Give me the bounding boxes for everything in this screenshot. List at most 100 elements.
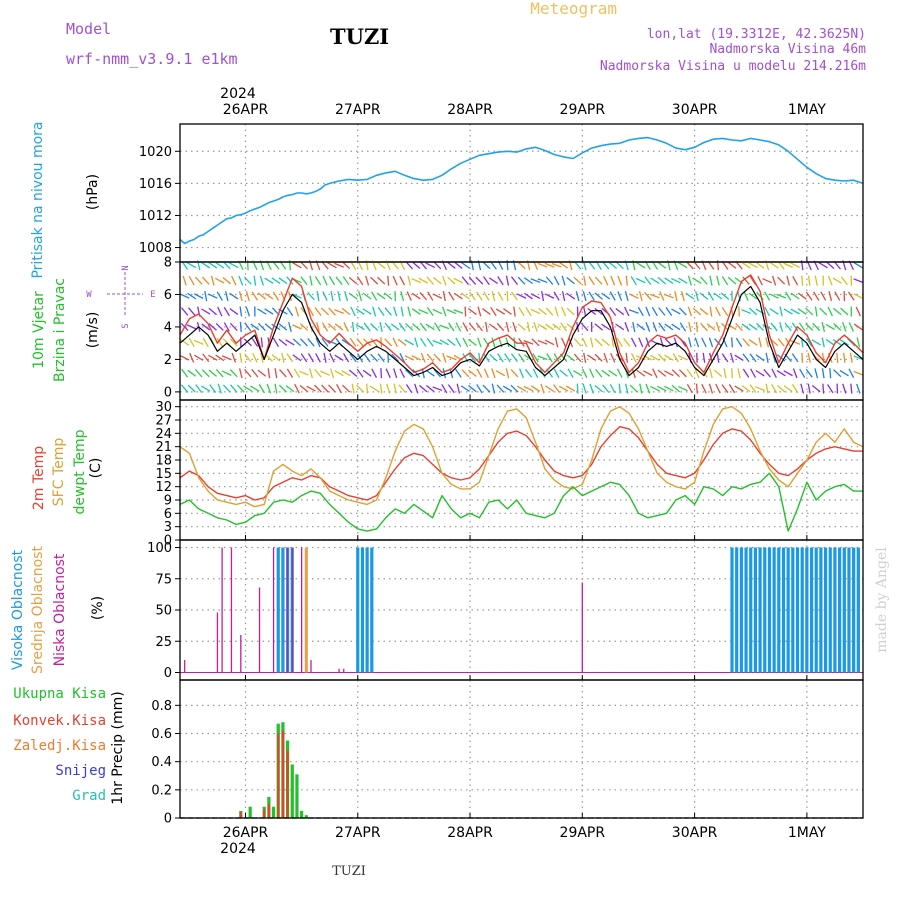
wind-arrow	[821, 337, 825, 348]
wind-arrow	[609, 307, 617, 316]
wind-arrow	[827, 306, 833, 317]
temp-sfc-line	[179, 406, 864, 508]
wind-arrow	[572, 370, 583, 377]
wind-arrow	[328, 384, 336, 393]
cloud-low-bar	[184, 660, 186, 673]
wind-arrow	[314, 307, 322, 316]
wind-panel: 0 2 4 6 8	[164, 256, 864, 401]
wind-arrow	[544, 339, 555, 346]
wind-arrow	[460, 261, 470, 269]
wind-speed-line	[179, 285, 864, 377]
cloud-high-bar	[365, 547, 369, 673]
wind-arrow	[687, 275, 692, 286]
cloud-low-bar	[216, 612, 219, 673]
wind-arrow	[786, 275, 790, 286]
wind-arrow	[187, 369, 197, 377]
wind-arrow	[314, 276, 322, 286]
wind-arrow	[594, 292, 603, 300]
wind-arrow	[418, 277, 428, 284]
wind-arrow	[285, 385, 295, 393]
bottom-date-label: 29APR	[560, 825, 606, 841]
wind-arrow	[582, 291, 587, 302]
wind-arrow	[260, 337, 264, 348]
wind-arrow	[307, 338, 315, 347]
wind-arrow	[617, 275, 623, 286]
wind-arrow	[468, 276, 477, 285]
wind-arrow	[750, 368, 757, 378]
wind-arrow	[286, 368, 294, 378]
wind-arrow	[344, 291, 349, 302]
footer-station: TUZI	[332, 864, 366, 879]
wind-arrow	[583, 306, 587, 317]
wind-arrow	[713, 292, 723, 300]
wind-arrow	[335, 276, 343, 285]
wind-arrow	[287, 291, 292, 302]
wind-arrow	[821, 321, 826, 332]
wind-arrow	[351, 383, 355, 394]
wind-arrow	[812, 322, 821, 331]
wind-arrow	[349, 353, 357, 363]
wind-arrow	[390, 323, 400, 331]
wind-arrow	[399, 275, 406, 286]
wind-arrow	[609, 291, 616, 301]
wind-arrow	[186, 324, 197, 330]
wind-arrow	[231, 352, 237, 363]
wind-arrow	[300, 276, 308, 285]
pressure-ylabel: Pritisak na nivou mora	[30, 121, 46, 278]
cloud-high-bar	[767, 547, 772, 673]
wind-arrow	[589, 368, 595, 379]
wind-arrow	[625, 383, 629, 394]
wind-arrow	[274, 383, 278, 394]
wind-arrow	[735, 322, 743, 332]
wind-arrow	[404, 339, 414, 346]
wind-arrow	[453, 292, 463, 300]
wind-arrow	[589, 383, 594, 394]
wind-arrow	[805, 307, 814, 316]
wind-arrow	[259, 275, 264, 286]
wind-arrow	[490, 306, 497, 317]
wind-arrow	[442, 291, 446, 302]
wind-arrow	[210, 275, 215, 286]
wind-arrow	[685, 261, 694, 270]
wind-arrow	[370, 353, 379, 362]
wind-arrow	[322, 291, 328, 301]
wind-arrow	[685, 292, 695, 300]
wind-arrow	[594, 338, 603, 347]
wind-arrow	[630, 337, 637, 348]
cloud-low-bar	[240, 635, 242, 673]
cloud-high-bar	[809, 547, 814, 673]
wind-arrow	[278, 384, 287, 393]
wind-arrow	[491, 337, 496, 348]
top-date-labels: 26APR 27APR 28APR 29APR 30APR 1MAY	[223, 102, 827, 118]
wind-arrow	[692, 277, 702, 284]
wind-arrow	[615, 307, 625, 316]
y-tick-label: 25	[155, 635, 172, 650]
wind-arrow	[179, 293, 190, 299]
wind-arrow	[236, 384, 245, 393]
wind-arrow	[791, 384, 799, 394]
wind-arrow	[271, 323, 281, 331]
wind-arrow	[657, 261, 667, 269]
wind-arrow	[853, 262, 863, 269]
wind-gust-line	[179, 274, 864, 374]
cloud-low-bar	[272, 547, 275, 673]
wind-arrow	[350, 306, 356, 317]
cloud-ylabel-low: Niska Oblacnost	[52, 553, 68, 666]
y-tick-label: 8	[164, 256, 172, 271]
wind-arrow	[369, 385, 379, 392]
wind-arrow	[467, 308, 477, 315]
wind-arrow	[510, 384, 519, 393]
cloud-low-bar	[286, 547, 289, 673]
wind-arrow	[843, 352, 846, 363]
precip-total-bar	[304, 815, 308, 818]
wind-arrow	[758, 337, 762, 348]
wind-arrow	[456, 383, 461, 394]
wind-arrow	[545, 385, 555, 392]
wind-arrow	[513, 337, 516, 348]
wind-arrow	[821, 368, 825, 379]
bottom-date-labels: 26APR 27APR 28APR 29APR 30APR 1MAY	[223, 825, 827, 841]
wind-arrow	[252, 352, 258, 363]
cloud-high-bar	[856, 547, 860, 673]
wind-arrow	[491, 383, 496, 394]
wind-arrow	[632, 321, 636, 332]
